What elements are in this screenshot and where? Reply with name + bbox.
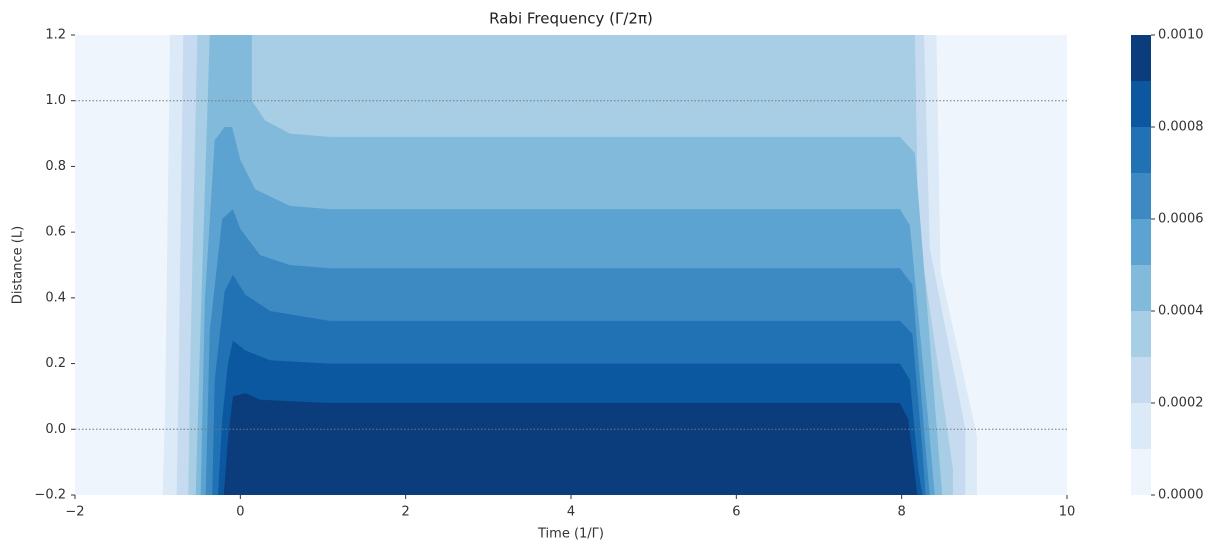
x-tick-label: 6 bbox=[732, 505, 740, 520]
x-tick-label: 4 bbox=[567, 505, 575, 520]
x-tick-label: −2 bbox=[65, 505, 84, 520]
colorbar-tick-label: 0.0010 bbox=[1158, 28, 1204, 43]
colorbar-band bbox=[1131, 127, 1151, 173]
colorbar-band bbox=[1131, 265, 1151, 311]
overlay: 0.0000 0.0002 0.0004 0.0006 0.0008 0.0010 −2 0 2… bbox=[34, 28, 1203, 520]
x-axis-label: Time (1/Γ) bbox=[537, 527, 604, 542]
y-tick-label: 1.0 bbox=[45, 93, 66, 108]
y-axis-label: Distance (L) bbox=[11, 226, 26, 304]
y-tick-label: 0.8 bbox=[45, 159, 66, 174]
colorbar-tick-label: 0.0008 bbox=[1158, 120, 1204, 135]
colorbar-band bbox=[1131, 35, 1151, 81]
y-tick-label: 1.2 bbox=[45, 28, 66, 43]
y-tick-label: −0.2 bbox=[34, 488, 66, 503]
y-tick-label: 0.0 bbox=[45, 422, 66, 437]
colorbar-tick-label: 0.0006 bbox=[1158, 212, 1204, 227]
x-tick-label: 0 bbox=[236, 505, 244, 520]
chart-title: Rabi Frequency (Γ/2π) bbox=[489, 10, 653, 28]
colorbar-band bbox=[1131, 81, 1151, 127]
x-tick-label: 2 bbox=[402, 505, 410, 520]
y-tick-label: 0.2 bbox=[45, 356, 66, 371]
colorbar-tick-label: 0.0004 bbox=[1158, 304, 1204, 319]
colorbar-band bbox=[1131, 219, 1151, 265]
x-tick-label: 10 bbox=[1059, 505, 1076, 520]
colorbar-band bbox=[1131, 311, 1151, 357]
colorbar-band bbox=[1131, 449, 1151, 495]
colorbar-tick-label: 0.0002 bbox=[1158, 396, 1204, 411]
x-tick-label: 8 bbox=[898, 505, 906, 520]
y-tick-label: 0.6 bbox=[45, 225, 66, 240]
colorbar-band bbox=[1131, 403, 1151, 449]
colorbar-band bbox=[1131, 357, 1151, 403]
colorbar-tick-label: 0.0000 bbox=[1158, 488, 1204, 503]
colorbar-band bbox=[1131, 173, 1151, 219]
y-tick-label: 0.4 bbox=[45, 290, 66, 305]
contour-region bbox=[223, 393, 918, 495]
plot-area bbox=[75, 35, 1067, 495]
